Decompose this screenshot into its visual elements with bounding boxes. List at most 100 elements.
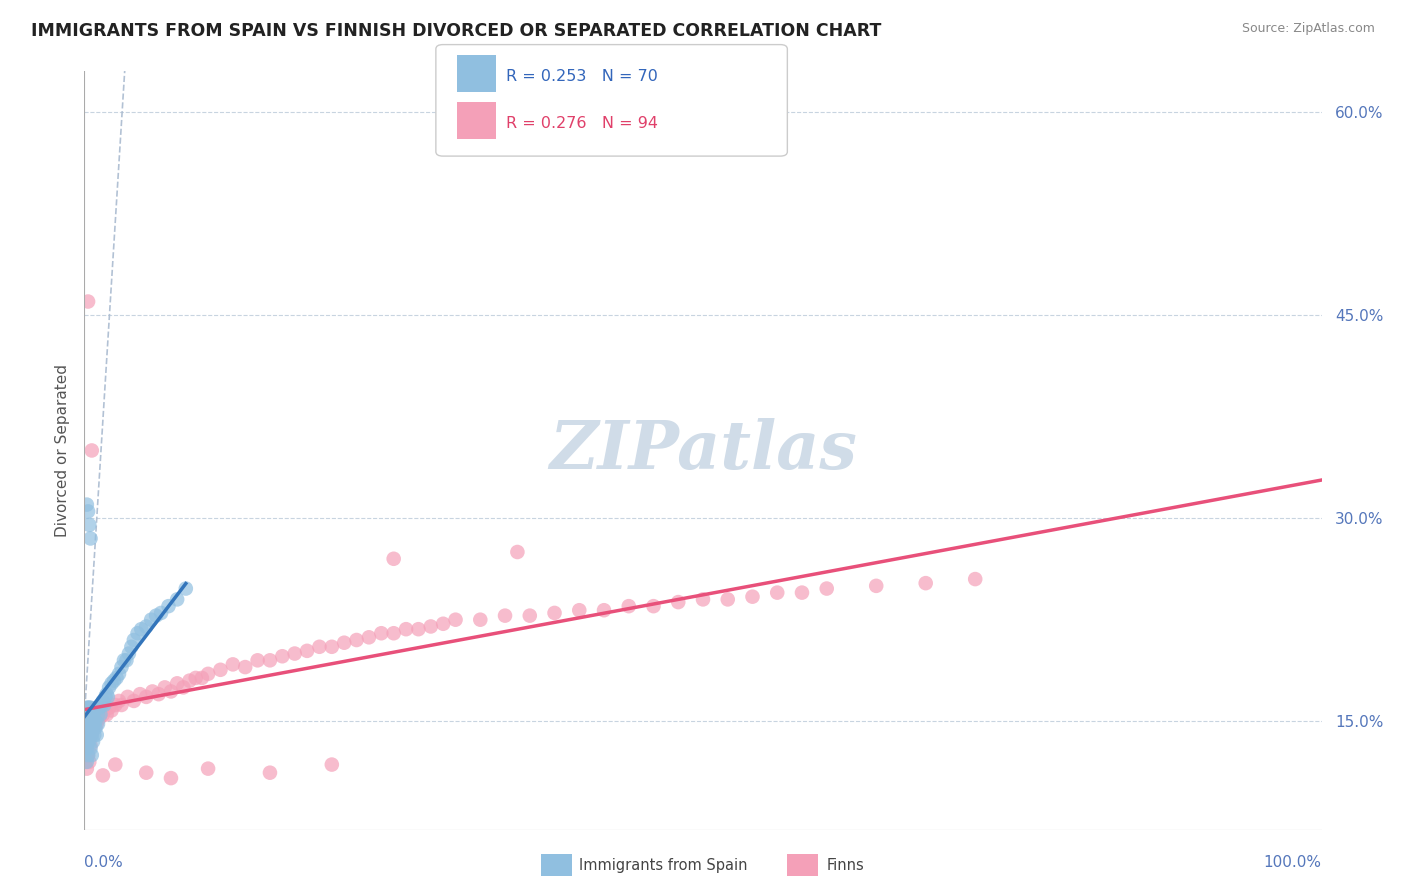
- Point: [419, 619, 441, 633]
- Point: [82, 734, 104, 748]
- Point: [172, 681, 194, 695]
- Text: Source: ZipAtlas.com: Source: ZipAtlas.com: [1241, 22, 1375, 36]
- Point: [519, 608, 541, 623]
- Point: [741, 590, 763, 604]
- Point: [90, 698, 112, 712]
- Point: [145, 608, 167, 623]
- Point: [86, 717, 108, 731]
- Point: [259, 653, 281, 667]
- Point: [80, 707, 103, 722]
- Point: [174, 582, 197, 596]
- Point: [87, 707, 110, 722]
- Point: [90, 703, 112, 717]
- Point: [80, 717, 103, 731]
- Point: [77, 714, 100, 729]
- Point: [643, 599, 665, 614]
- Point: [77, 748, 100, 763]
- Point: [135, 765, 157, 780]
- Point: [82, 721, 104, 735]
- Point: [382, 551, 405, 566]
- Point: [506, 545, 529, 559]
- Point: [357, 630, 380, 644]
- Point: [790, 585, 813, 599]
- Point: [197, 762, 219, 776]
- Text: R = 0.276   N = 94: R = 0.276 N = 94: [506, 116, 658, 131]
- Point: [75, 755, 97, 769]
- Y-axis label: Divorced or Separated: Divorced or Separated: [55, 364, 70, 537]
- Point: [80, 443, 103, 458]
- Point: [98, 700, 121, 714]
- Point: [129, 687, 152, 701]
- Point: [543, 606, 565, 620]
- Point: [84, 714, 107, 729]
- Point: [271, 649, 294, 664]
- Point: [79, 707, 101, 722]
- Point: [148, 687, 170, 701]
- Point: [76, 728, 98, 742]
- Point: [117, 690, 139, 704]
- Point: [179, 673, 201, 688]
- Point: [91, 694, 114, 708]
- Point: [79, 517, 101, 532]
- Point: [115, 653, 138, 667]
- Point: [284, 647, 307, 661]
- Point: [104, 698, 127, 712]
- Point: [120, 640, 142, 654]
- Point: [84, 721, 107, 735]
- Point: [135, 690, 157, 704]
- Text: IMMIGRANTS FROM SPAIN VS FINNISH DIVORCED OR SEPARATED CORRELATION CHART: IMMIGRANTS FROM SPAIN VS FINNISH DIVORCE…: [31, 22, 882, 40]
- Point: [79, 734, 101, 748]
- Point: [100, 676, 122, 690]
- Point: [494, 608, 516, 623]
- Point: [382, 626, 405, 640]
- Point: [80, 748, 103, 763]
- Point: [79, 532, 101, 546]
- Point: [75, 707, 97, 722]
- Point: [75, 721, 97, 735]
- Point: [160, 684, 183, 698]
- Point: [86, 728, 108, 742]
- Point: [104, 757, 127, 772]
- Point: [83, 703, 105, 717]
- Point: [79, 700, 101, 714]
- Point: [108, 666, 131, 681]
- Point: [91, 768, 114, 782]
- Text: Immigrants from Spain: Immigrants from Spain: [579, 858, 748, 872]
- Point: [77, 734, 100, 748]
- Point: [82, 717, 104, 731]
- Point: [82, 714, 104, 729]
- Point: [87, 707, 110, 722]
- Point: [222, 657, 245, 672]
- Point: [79, 728, 101, 742]
- Point: [79, 739, 101, 753]
- Point: [97, 690, 120, 704]
- Point: [77, 721, 100, 735]
- Point: [965, 572, 987, 586]
- Point: [692, 592, 714, 607]
- Point: [865, 579, 887, 593]
- Point: [77, 294, 100, 309]
- Point: [89, 707, 111, 722]
- Point: [568, 603, 591, 617]
- Point: [93, 700, 115, 714]
- Point: [150, 606, 173, 620]
- Point: [77, 504, 100, 518]
- Point: [110, 660, 132, 674]
- Point: [76, 755, 98, 769]
- Point: [246, 653, 269, 667]
- Point: [77, 700, 100, 714]
- Point: [408, 622, 430, 636]
- Point: [89, 700, 111, 714]
- Point: [76, 762, 98, 776]
- Point: [77, 714, 100, 729]
- Point: [766, 585, 789, 599]
- Point: [80, 728, 103, 742]
- Point: [79, 755, 101, 769]
- Point: [209, 663, 232, 677]
- Point: [84, 714, 107, 729]
- Point: [308, 640, 330, 654]
- Point: [76, 748, 98, 763]
- Point: [432, 616, 454, 631]
- Point: [108, 694, 131, 708]
- Point: [914, 576, 936, 591]
